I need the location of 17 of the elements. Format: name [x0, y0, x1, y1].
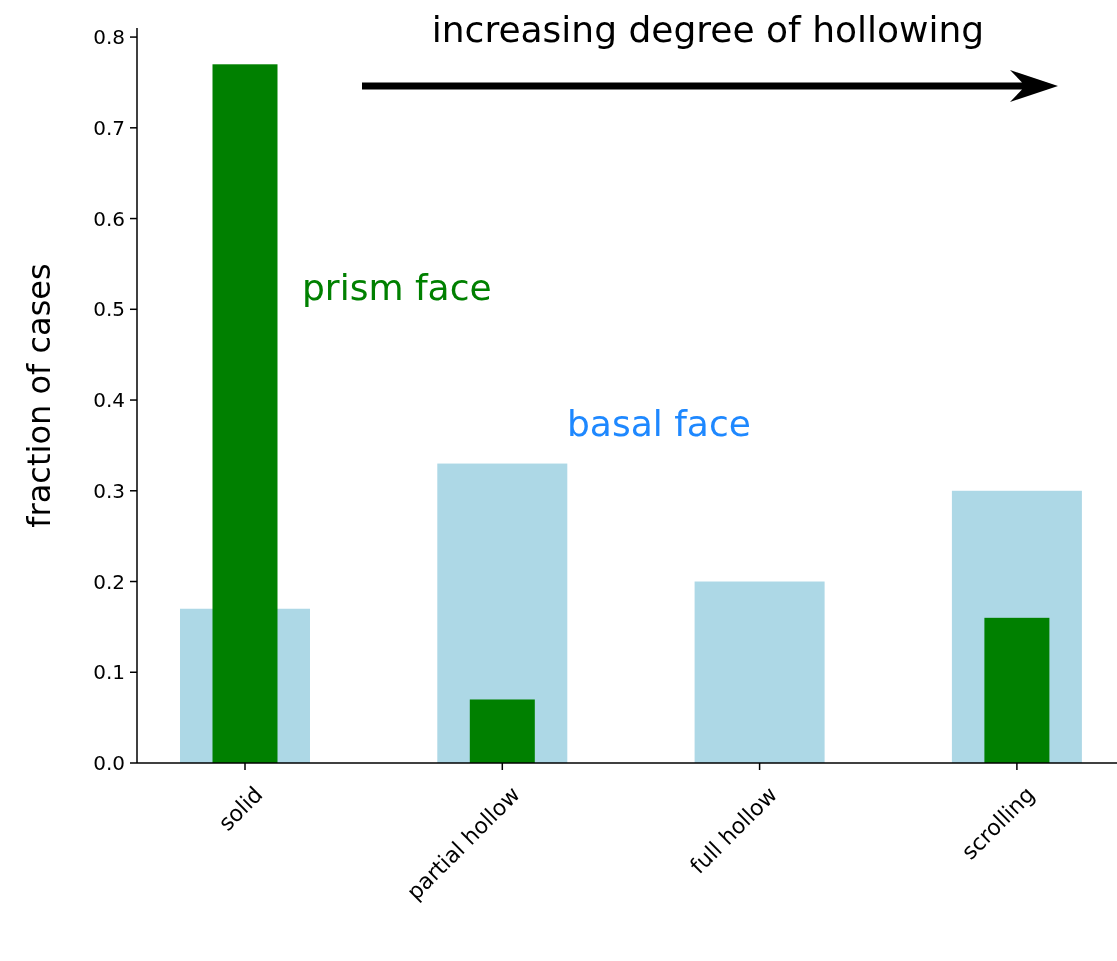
y-tick-label: 0.0	[93, 751, 125, 775]
y-tick-label: 0.4	[93, 388, 125, 413]
y-tick-label: 0.2	[93, 569, 125, 594]
y-tick-label: 0.1	[93, 660, 125, 685]
series-label: prism face	[302, 267, 492, 309]
y-tick-label: 0.3	[93, 478, 125, 503]
y-tick-label: 0.6	[93, 206, 125, 231]
bar	[469, 699, 535, 763]
annotation: increasing degree of hollowing	[431, 9, 985, 50]
y-axis-title: fraction of cases	[20, 263, 58, 528]
y-tick-label: 0.7	[93, 115, 125, 140]
bar	[212, 64, 278, 763]
y-tick-label: 0.8	[93, 25, 125, 50]
bar	[984, 617, 1050, 763]
series-label: basal face	[567, 403, 751, 445]
bar	[694, 581, 825, 763]
y-tick-label: 0.5	[93, 297, 125, 322]
